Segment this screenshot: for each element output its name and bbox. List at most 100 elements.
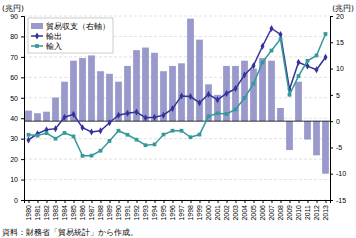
tick: -15 <box>330 197 346 204</box>
tick: 0 <box>330 118 340 125</box>
tick-label: 2013 <box>322 205 329 221</box>
tick-mark <box>56 200 57 203</box>
tick-mark <box>290 200 291 203</box>
tick: 1994 <box>151 200 158 221</box>
tick: 1993 <box>142 200 149 221</box>
tick: 80 <box>10 33 24 40</box>
tick-mark <box>128 200 129 203</box>
point <box>53 125 57 132</box>
tick: 1997 <box>178 200 185 221</box>
point <box>81 154 85 158</box>
tick: 20 <box>330 13 344 20</box>
tick-label: 1992 <box>133 205 140 221</box>
tick-label: 1984 <box>61 205 68 221</box>
y2-axis-label: (兆円) <box>332 4 354 13</box>
point <box>153 143 157 147</box>
tick-mark <box>101 200 102 203</box>
tick-mark <box>92 200 93 203</box>
legend-label: 貿易収支（右軸） <box>46 22 110 31</box>
tick-mark <box>65 200 66 203</box>
tick: 2001 <box>214 200 221 221</box>
grid-line <box>24 118 330 119</box>
tick-label: 2002 <box>223 205 230 221</box>
tick-mark <box>21 98 24 99</box>
legend-marker <box>35 44 39 48</box>
grid-line <box>24 138 330 139</box>
point <box>242 71 246 78</box>
tick-mark <box>21 57 24 58</box>
tick-label: 2012 <box>313 205 320 221</box>
bar-series <box>25 19 329 174</box>
tick-label: 1982 <box>43 205 50 221</box>
tick-mark <box>83 200 84 203</box>
tick-label: 2007 <box>268 205 275 221</box>
point <box>278 31 282 38</box>
tick-mark <box>308 200 309 203</box>
point <box>297 74 301 78</box>
bar <box>187 19 194 122</box>
tick-mark <box>236 200 237 203</box>
point <box>116 112 120 119</box>
legend: 貿易収支（右軸）輸出輸入 <box>28 18 113 53</box>
tick-label: 5 <box>336 92 340 99</box>
tick-label: 70 <box>10 54 18 61</box>
point <box>161 112 165 119</box>
tick: 1999 <box>196 200 203 221</box>
point <box>26 136 30 143</box>
tick-mark <box>218 200 219 203</box>
point <box>260 43 264 50</box>
tick-label: 2004 <box>241 205 248 221</box>
point <box>216 111 220 115</box>
tick-mark <box>254 200 255 203</box>
tick-mark <box>330 95 333 96</box>
tick-label: 2006 <box>259 205 266 221</box>
tick-label: 1998 <box>187 205 194 221</box>
tick-label: 2001 <box>214 205 221 221</box>
tick-mark <box>317 200 318 203</box>
tick-label: 2005 <box>250 205 257 221</box>
tick: 0 <box>14 197 24 204</box>
tick-mark <box>330 174 333 175</box>
tick-label: 1999 <box>196 205 203 221</box>
bar <box>79 58 86 121</box>
point <box>36 134 40 138</box>
tick: 1992 <box>133 200 140 221</box>
tick: 90 <box>10 13 24 20</box>
tick: 2007 <box>268 200 275 221</box>
point <box>306 59 310 63</box>
legend-box <box>28 18 113 53</box>
tick-label: 1997 <box>178 205 185 221</box>
tick-mark <box>227 200 228 203</box>
tick: -5 <box>330 144 342 151</box>
grid-line <box>24 77 330 78</box>
point <box>315 54 319 58</box>
tick: 10 <box>10 176 24 183</box>
point <box>107 119 111 126</box>
point <box>143 114 147 121</box>
tick-mark <box>29 200 30 203</box>
point <box>45 131 49 135</box>
tick-label: 30 <box>10 135 18 142</box>
point <box>252 82 256 86</box>
bar <box>196 40 203 121</box>
point <box>144 143 148 147</box>
point <box>108 139 112 143</box>
tick: 1987 <box>88 200 95 221</box>
point <box>27 133 31 137</box>
tick-mark <box>182 200 183 203</box>
tick: 2012 <box>313 200 320 221</box>
tick: 2005 <box>250 200 257 221</box>
tick: 60 <box>10 74 24 81</box>
point <box>279 37 283 41</box>
tick: 1990 <box>115 200 122 221</box>
point <box>180 129 184 133</box>
tick-mark <box>155 200 156 203</box>
point <box>270 49 274 53</box>
tick: 1982 <box>43 200 50 221</box>
legend-item: 輸入 <box>31 42 62 51</box>
grid-line <box>24 179 330 180</box>
tick: 1983 <box>52 200 59 221</box>
tick-mark <box>330 200 333 201</box>
point <box>125 110 129 117</box>
tick: 15 <box>330 39 344 46</box>
